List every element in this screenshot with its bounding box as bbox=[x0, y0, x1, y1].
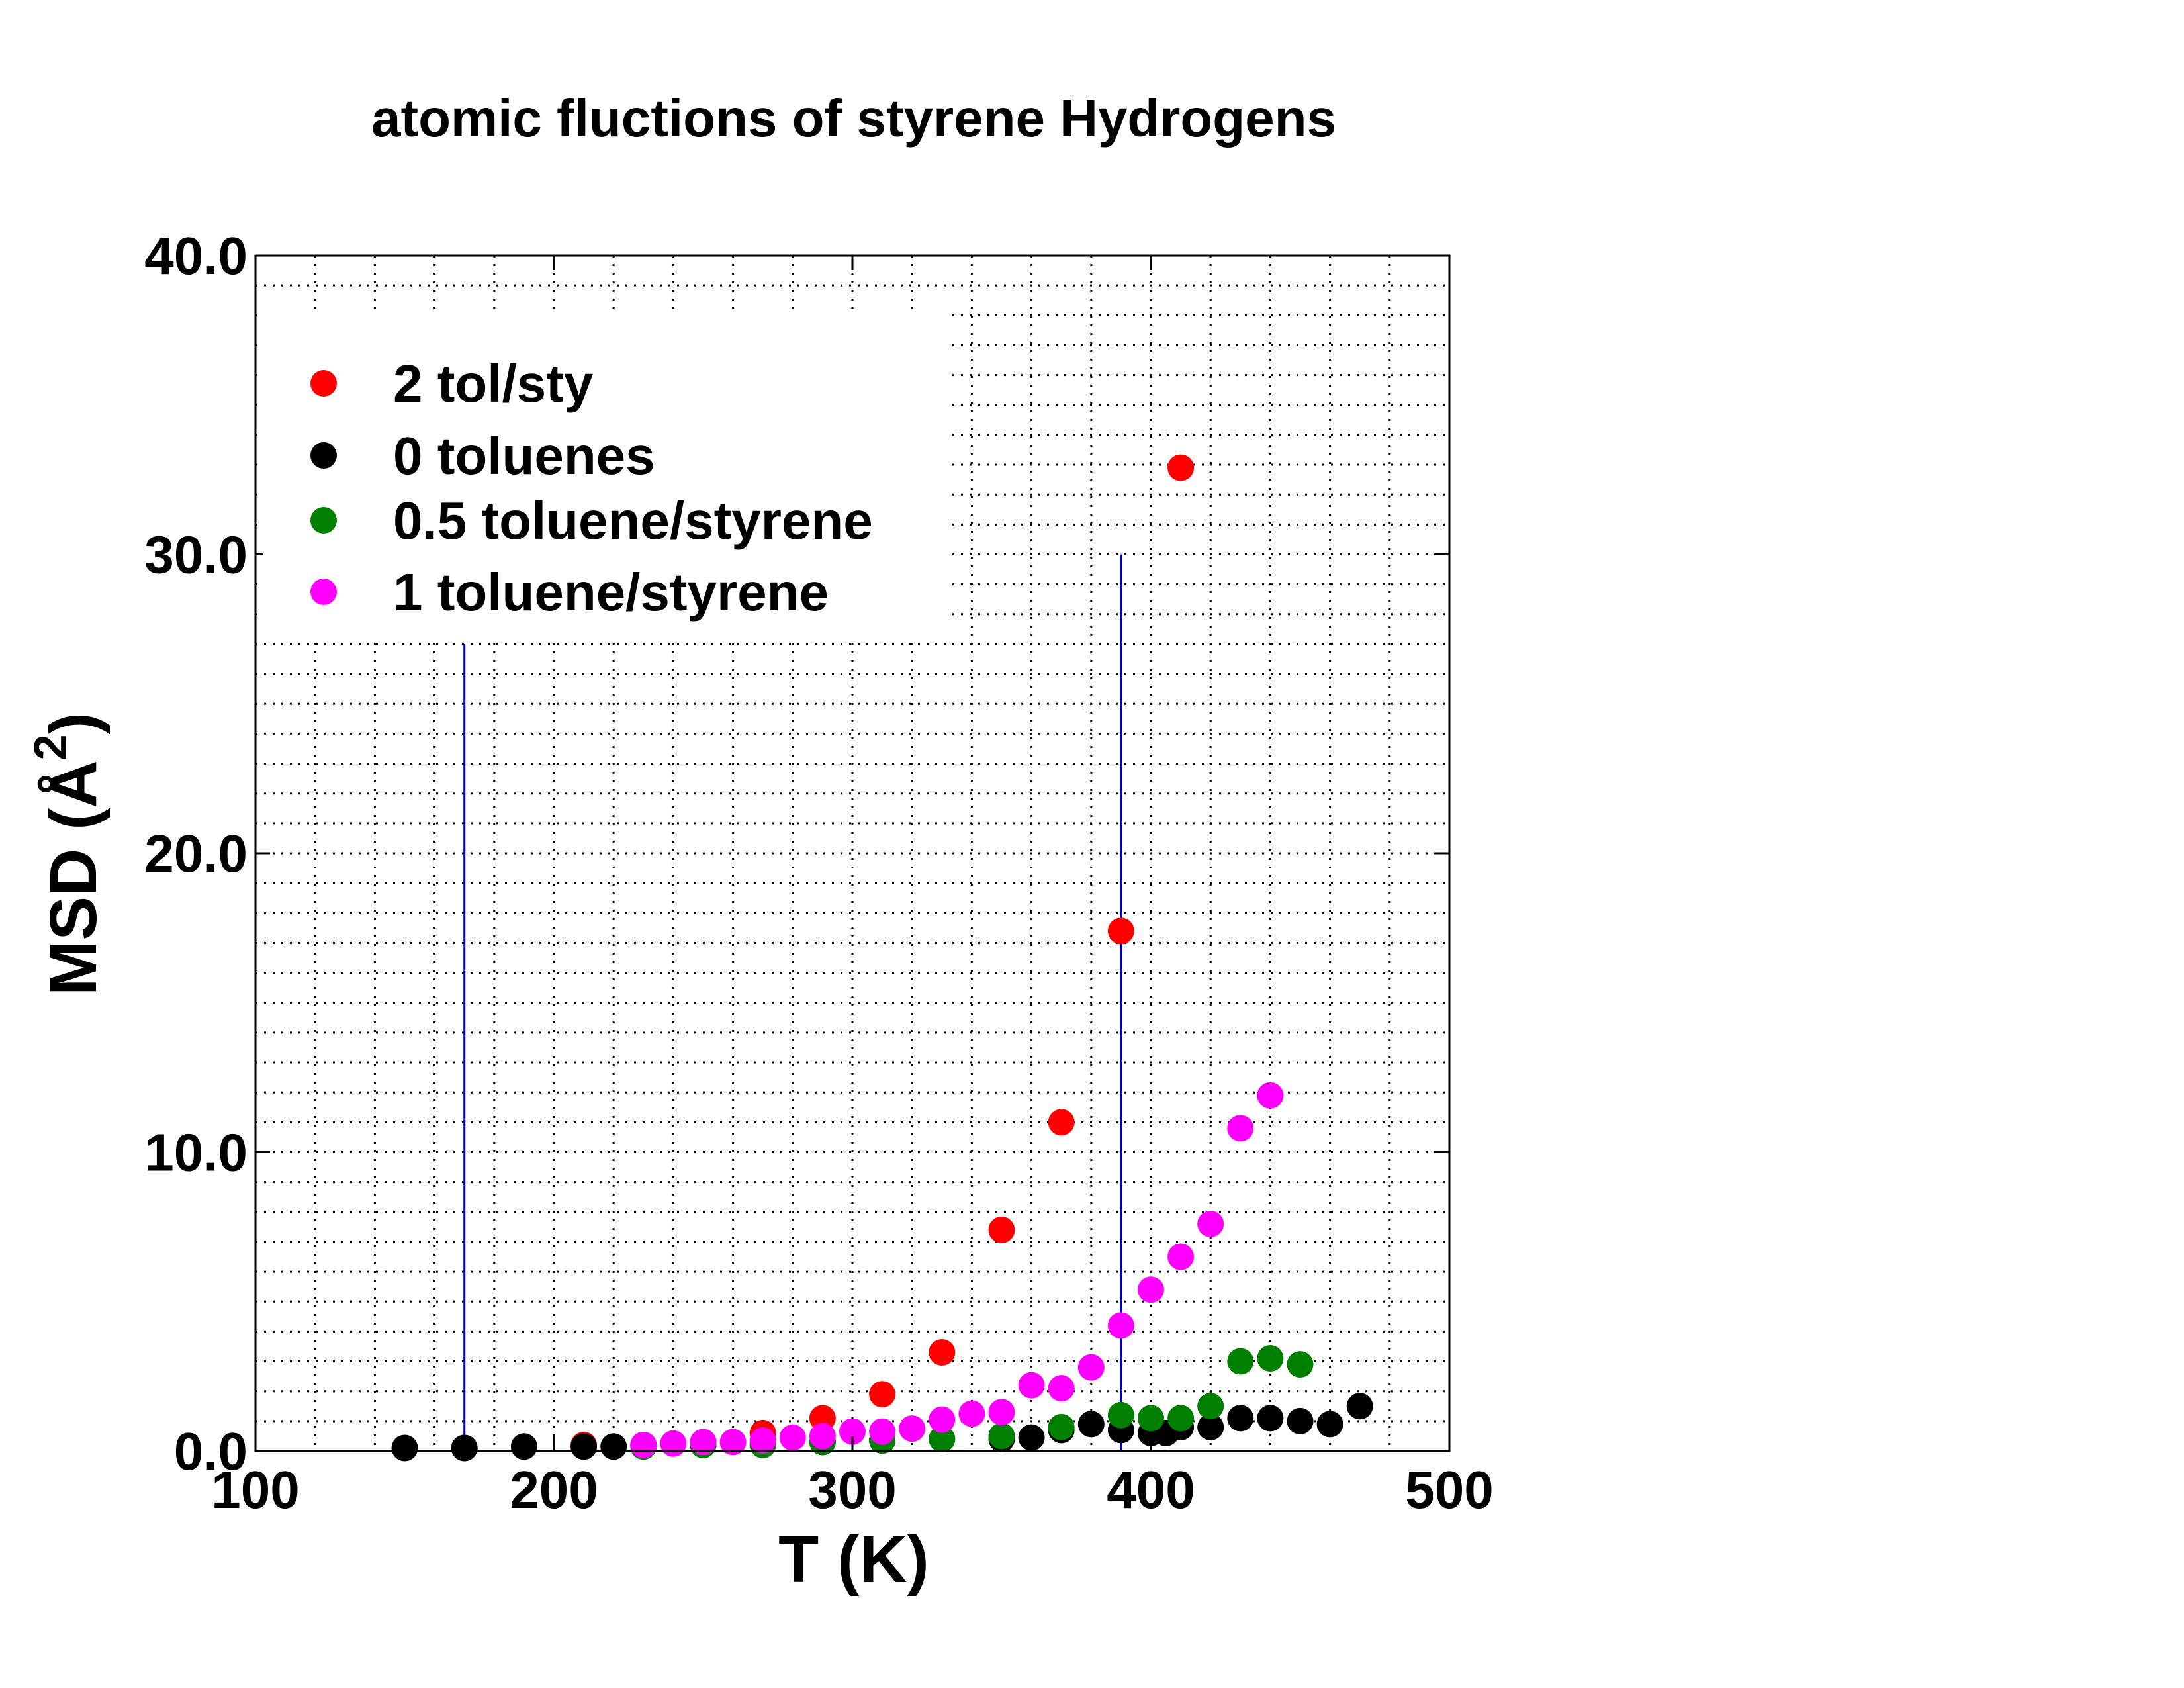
legend: 2 tol/sty 0 toluenes 0.5 toluene/styrene 1 … bbox=[310, 354, 873, 622]
data-point bbox=[1107, 1401, 1134, 1429]
x-tick-label: 300 bbox=[808, 1460, 896, 1519]
y-tick-label: 20.0 bbox=[144, 824, 248, 883]
data-point bbox=[749, 1427, 776, 1454]
data-point bbox=[1138, 1405, 1164, 1432]
y-axis-ticks: 0.0 10.0 20.0 30.0 40.0 bbox=[144, 226, 1449, 1481]
data-point bbox=[1227, 1115, 1254, 1142]
y-axis-label-superscript: 2 bbox=[24, 734, 76, 760]
data-point bbox=[1138, 1276, 1164, 1303]
data-point bbox=[1227, 1405, 1254, 1432]
data-point bbox=[958, 1400, 985, 1427]
y-axis-label: MSD (Å2) bbox=[24, 712, 111, 996]
data-point bbox=[391, 1434, 418, 1462]
data-point bbox=[1227, 1348, 1254, 1375]
data-point bbox=[1197, 1413, 1224, 1440]
legend-marker bbox=[310, 579, 337, 605]
y-axis-label-main: MSD (Å bbox=[36, 760, 111, 996]
data-point bbox=[1197, 1210, 1224, 1237]
data-point bbox=[690, 1429, 717, 1456]
data-point bbox=[1287, 1407, 1314, 1434]
data-point bbox=[929, 1425, 956, 1452]
data-point bbox=[988, 1399, 1015, 1426]
reference-lines bbox=[463, 554, 1122, 1451]
data-point bbox=[779, 1424, 806, 1451]
data-point bbox=[899, 1415, 926, 1442]
data-point bbox=[988, 1216, 1015, 1243]
data-point bbox=[1048, 1375, 1075, 1402]
data-point bbox=[510, 1433, 537, 1460]
y-tick-label: 10.0 bbox=[144, 1123, 248, 1182]
chart-title: atomic fluctions of styrene Hydrogens bbox=[371, 89, 1336, 148]
legend-marker bbox=[310, 442, 337, 469]
y-tick-label: 0.0 bbox=[174, 1422, 248, 1481]
legend-label: 0 toluenes bbox=[393, 426, 655, 485]
data-point bbox=[1287, 1351, 1314, 1378]
data-point bbox=[929, 1406, 956, 1433]
data-point bbox=[630, 1431, 657, 1458]
data-point bbox=[1048, 1413, 1075, 1440]
data-point bbox=[600, 1433, 627, 1460]
data-point bbox=[1257, 1345, 1284, 1372]
y-axis-label-close: ) bbox=[36, 712, 111, 734]
data-point bbox=[1197, 1393, 1224, 1420]
data-point bbox=[719, 1429, 747, 1456]
legend-box bbox=[263, 311, 952, 642]
data-point bbox=[839, 1418, 866, 1445]
y-axis-label-text: MSD (Å2) bbox=[24, 712, 111, 996]
legend-label: 0.5 toluene/styrene bbox=[393, 491, 873, 550]
data-points bbox=[391, 454, 1373, 1462]
data-point bbox=[929, 1339, 956, 1366]
data-point bbox=[1077, 1411, 1105, 1438]
data-point bbox=[1048, 1109, 1075, 1136]
data-point bbox=[1077, 1354, 1105, 1381]
x-tick-label: 400 bbox=[1107, 1460, 1195, 1519]
y-tick-label: 30.0 bbox=[144, 526, 248, 585]
data-point bbox=[988, 1423, 1015, 1450]
x-axis-label: T (K) bbox=[778, 1523, 929, 1597]
data-point bbox=[1257, 1405, 1284, 1432]
data-point bbox=[869, 1381, 896, 1408]
data-point bbox=[1018, 1372, 1045, 1399]
legend-label: 2 tol/sty bbox=[393, 354, 594, 413]
series-group bbox=[630, 1082, 1284, 1458]
data-point bbox=[660, 1430, 687, 1457]
data-point bbox=[1018, 1424, 1045, 1451]
x-tick-label: 200 bbox=[510, 1460, 598, 1519]
data-point bbox=[809, 1423, 836, 1450]
legend-marker bbox=[310, 370, 337, 397]
data-point bbox=[1257, 1082, 1284, 1109]
data-point bbox=[1316, 1411, 1343, 1438]
data-point bbox=[570, 1433, 598, 1460]
x-tick-label: 100 bbox=[211, 1460, 299, 1519]
legend-marker bbox=[310, 507, 337, 534]
data-point bbox=[1167, 454, 1195, 481]
data-point bbox=[1167, 1243, 1195, 1270]
data-point bbox=[1167, 1405, 1195, 1432]
data-point bbox=[1107, 1312, 1134, 1339]
data-point bbox=[1107, 917, 1134, 945]
y-tick-label: 40.0 bbox=[144, 226, 248, 285]
x-tick-label: 500 bbox=[1405, 1460, 1493, 1519]
data-point bbox=[451, 1434, 478, 1462]
legend-label: 1 toluene/styrene bbox=[393, 563, 829, 622]
data-point bbox=[869, 1418, 896, 1445]
data-point bbox=[1346, 1393, 1373, 1420]
x-axis-ticks: 100 200 300 400 500 bbox=[211, 256, 1494, 1519]
